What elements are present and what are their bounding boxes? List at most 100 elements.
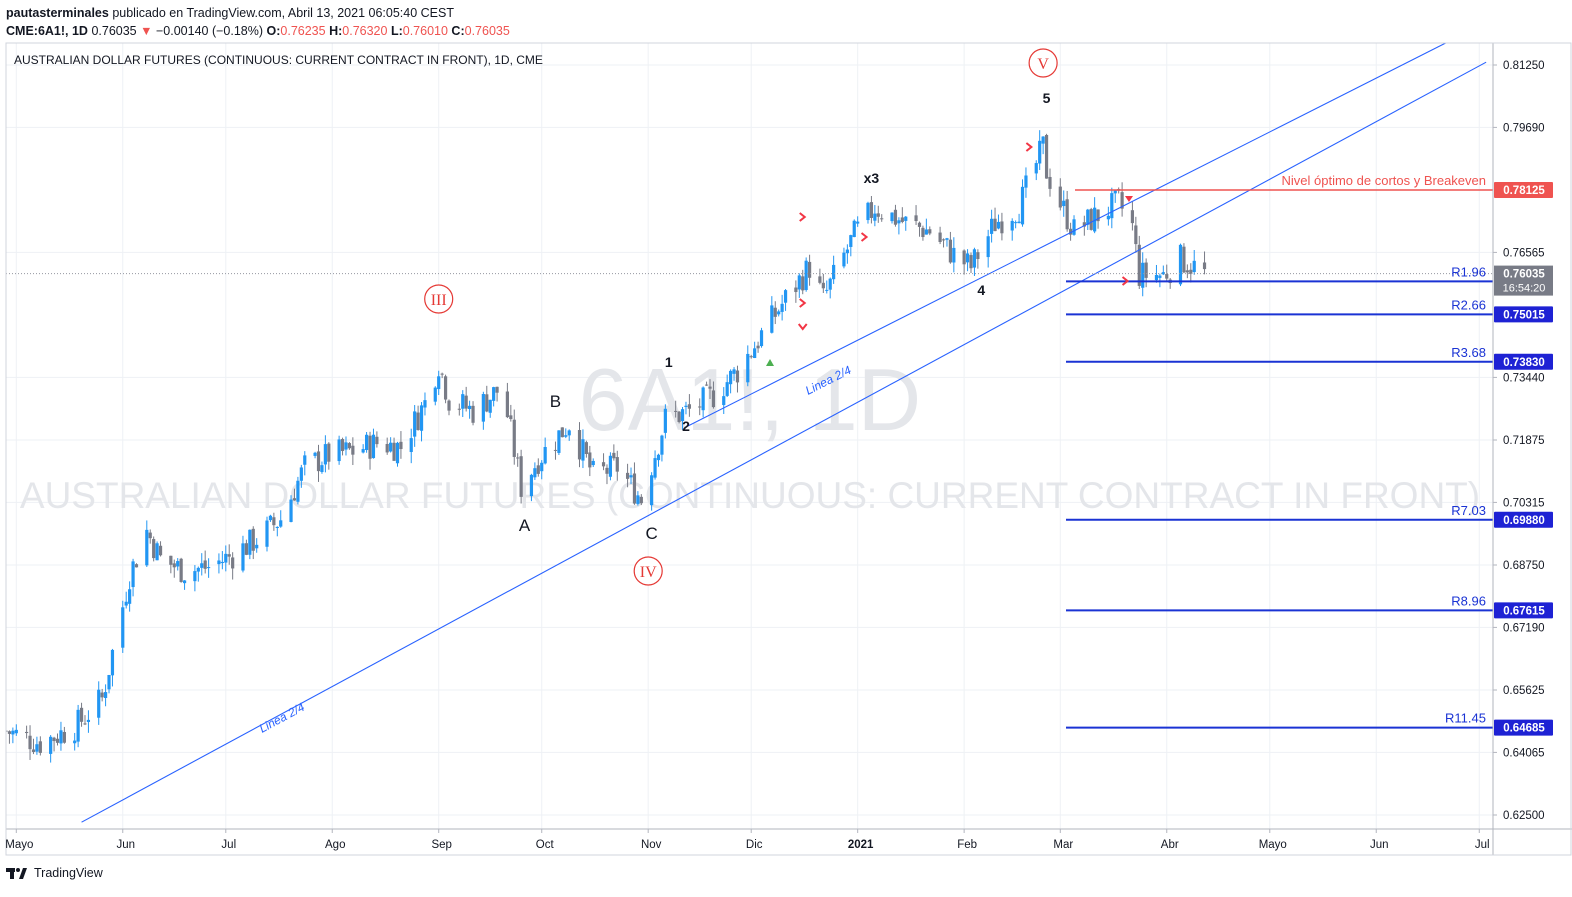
candle bbox=[825, 280, 829, 294]
candle-body bbox=[1141, 262, 1145, 288]
candle bbox=[543, 437, 547, 465]
candle-body bbox=[320, 465, 324, 473]
candle-body bbox=[938, 232, 942, 242]
candle-body bbox=[461, 394, 465, 409]
candle bbox=[581, 429, 585, 469]
candle-body bbox=[121, 607, 125, 648]
candle-body bbox=[1134, 225, 1138, 245]
wave-labels: III IV V A B C 1 2 x3 4 5 bbox=[424, 48, 1058, 586]
candle-body bbox=[100, 692, 104, 698]
candle bbox=[220, 551, 224, 570]
candle bbox=[928, 226, 932, 236]
level-label: R1.96 bbox=[1451, 264, 1486, 279]
candle bbox=[725, 374, 729, 397]
candle-body bbox=[904, 216, 908, 221]
level-price-tag-text: 0.67615 bbox=[1503, 605, 1545, 617]
candle bbox=[457, 403, 461, 416]
candle-body bbox=[708, 386, 712, 389]
candle-body bbox=[711, 390, 716, 408]
candle bbox=[145, 520, 149, 567]
candle bbox=[423, 392, 427, 416]
y-tick-label: 0.65625 bbox=[1503, 685, 1545, 697]
candle-body bbox=[176, 561, 180, 567]
candle bbox=[224, 545, 228, 572]
candle-body bbox=[145, 529, 149, 566]
candle-body bbox=[893, 209, 898, 225]
candle bbox=[674, 400, 678, 418]
candle-body bbox=[179, 558, 183, 582]
candle-body bbox=[457, 408, 461, 410]
candle bbox=[615, 450, 619, 481]
candle-body bbox=[674, 410, 678, 412]
candle bbox=[1106, 206, 1110, 226]
candle bbox=[11, 727, 15, 744]
candle-body bbox=[804, 260, 808, 290]
candle-body bbox=[25, 731, 29, 734]
candle bbox=[443, 374, 448, 404]
brand-name[interactable]: TradingView bbox=[34, 866, 103, 880]
candle bbox=[1017, 213, 1021, 224]
candle-body bbox=[1034, 163, 1038, 174]
candle-body bbox=[677, 411, 681, 422]
candle bbox=[52, 736, 56, 752]
candle-body bbox=[351, 445, 355, 455]
candle bbox=[344, 436, 348, 456]
candle-body bbox=[279, 520, 283, 527]
candle-body bbox=[512, 419, 516, 457]
candle-body bbox=[31, 749, 36, 752]
candle-body bbox=[732, 369, 736, 374]
candle-body bbox=[347, 443, 352, 449]
candle bbox=[35, 736, 39, 755]
candle-body bbox=[413, 411, 417, 437]
candle-body bbox=[265, 520, 269, 547]
candle-body bbox=[7, 731, 12, 734]
candle bbox=[248, 529, 252, 560]
candle-body bbox=[842, 252, 846, 267]
candle bbox=[845, 244, 849, 264]
candle-body bbox=[605, 467, 609, 474]
candle bbox=[419, 402, 424, 442]
candle-body bbox=[292, 498, 297, 501]
candle-body bbox=[1158, 275, 1162, 278]
candle-body bbox=[756, 345, 760, 349]
x-tick-label: Abr bbox=[1161, 839, 1179, 851]
candle bbox=[536, 458, 540, 477]
candle-body bbox=[1113, 190, 1117, 194]
candle bbox=[663, 404, 667, 439]
candle-body bbox=[495, 386, 499, 393]
candle-body bbox=[505, 391, 509, 418]
level-price-tag bbox=[1494, 602, 1553, 619]
candle bbox=[1130, 201, 1135, 231]
candle bbox=[38, 736, 42, 756]
candle-body bbox=[52, 737, 56, 742]
candle bbox=[976, 249, 980, 269]
candle-body bbox=[650, 475, 654, 506]
candle-body bbox=[1000, 221, 1004, 234]
trendlines bbox=[81, 43, 1487, 823]
candle bbox=[62, 726, 66, 744]
candle bbox=[560, 427, 564, 438]
candle-body bbox=[1044, 134, 1049, 179]
x-tick-label: Feb bbox=[957, 839, 977, 851]
candle bbox=[409, 428, 413, 464]
low-value: 0.76010 bbox=[402, 24, 448, 38]
candle-body bbox=[313, 452, 317, 456]
candle bbox=[722, 387, 726, 415]
candle-body bbox=[729, 370, 733, 385]
candle-body bbox=[825, 289, 829, 291]
candle bbox=[1165, 264, 1169, 282]
candle-body bbox=[1048, 176, 1052, 189]
bar-countdown-text: 16:54:20 bbox=[1503, 283, 1546, 295]
candle bbox=[182, 580, 187, 590]
candle bbox=[986, 229, 990, 268]
candle bbox=[770, 296, 774, 334]
candle bbox=[996, 214, 1001, 230]
candle bbox=[110, 648, 115, 687]
candle bbox=[79, 702, 84, 727]
candle bbox=[103, 684, 108, 707]
candle bbox=[557, 430, 561, 455]
candle bbox=[471, 401, 475, 426]
candle bbox=[849, 234, 853, 257]
candle-body bbox=[890, 212, 894, 222]
